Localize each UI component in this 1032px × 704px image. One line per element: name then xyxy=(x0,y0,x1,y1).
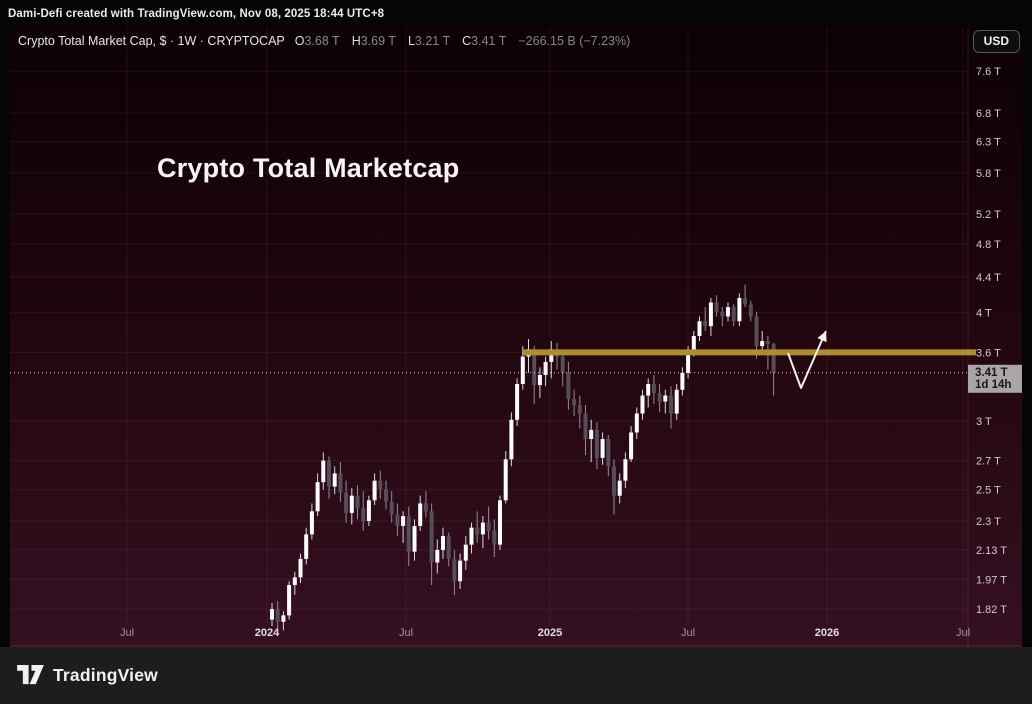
time-tick: Jul xyxy=(681,627,695,639)
time-tick: Jul xyxy=(399,627,413,639)
price-tick: 1.82 T xyxy=(976,604,1007,616)
ohlc-high: H3.69 T xyxy=(351,34,396,48)
tradingview-brand-text[interactable]: TradingView xyxy=(53,665,158,685)
attribution-text: Dami-Defi created with TradingView.com, … xyxy=(8,7,385,20)
symbol-title: Crypto Total Market Cap, $ · 1W · CRYPTO… xyxy=(18,34,285,48)
ohlc-low: L3.21 T xyxy=(407,34,451,48)
footer-bar: TradingView xyxy=(0,647,1032,704)
change-value: −266.15 B (−7.23%) xyxy=(518,34,631,48)
price-tick: 3 T xyxy=(976,416,992,428)
chart-canvas[interactable]: 7.6 T 6.8 T 6.3 T 5.8 T 5.2 T 4.8 T 4.4 T 4 T 3.… xyxy=(10,27,1022,647)
time-tick: 2024 xyxy=(255,627,280,639)
price-tick: 2.3 T xyxy=(976,516,1001,528)
svg-text:3.41 T: 3.41 T xyxy=(975,367,1008,379)
price-tick: 4 T xyxy=(976,308,992,320)
ohlc-close: C3.41 T xyxy=(462,34,507,48)
attribution-bar: Dami-Defi created with TradingView.com, … xyxy=(0,0,1032,27)
time-tick: Jul xyxy=(120,627,134,639)
price-tick: 7.6 T xyxy=(976,66,1001,78)
time-tick: 2026 xyxy=(815,627,839,639)
ohlc-open: O3.68 T xyxy=(294,34,340,48)
svg-text:1d 14h: 1d 14h xyxy=(975,379,1011,391)
currency-unit-button[interactable]: USD xyxy=(972,30,1020,53)
time-tick: 2025 xyxy=(538,627,562,639)
chart-title-annotation: Crypto Total Marketcap xyxy=(157,153,460,183)
price-tick: 4.8 T xyxy=(976,239,1001,251)
price-tick: 4.4 T xyxy=(976,272,1001,284)
price-tick: 5.8 T xyxy=(976,168,1001,180)
price-tick: 2.5 T xyxy=(976,485,1001,497)
price-tick: 1.97 T xyxy=(976,574,1007,586)
price-tick: 3.6 T xyxy=(976,347,1001,359)
price-tick: 2.7 T xyxy=(976,456,1001,468)
last-price-label xyxy=(968,364,1022,393)
price-tick: 6.8 T xyxy=(976,108,1001,120)
chart-widget: 7.6 T 6.8 T 6.3 T 5.8 T 5.2 T 4.8 T 4.4 T 4 T 3.… xyxy=(10,27,1022,647)
price-tick: 2.13 T xyxy=(976,545,1007,557)
tradingview-logo-icon[interactable] xyxy=(17,665,44,686)
symbol-legend[interactable]: Crypto Total Market Cap, $ · 1W · CRYPTO… xyxy=(18,34,630,48)
price-tick: 6.3 T xyxy=(976,137,1001,149)
price-tick: 5.2 T xyxy=(976,209,1001,221)
time-tick: Jul xyxy=(956,627,970,639)
